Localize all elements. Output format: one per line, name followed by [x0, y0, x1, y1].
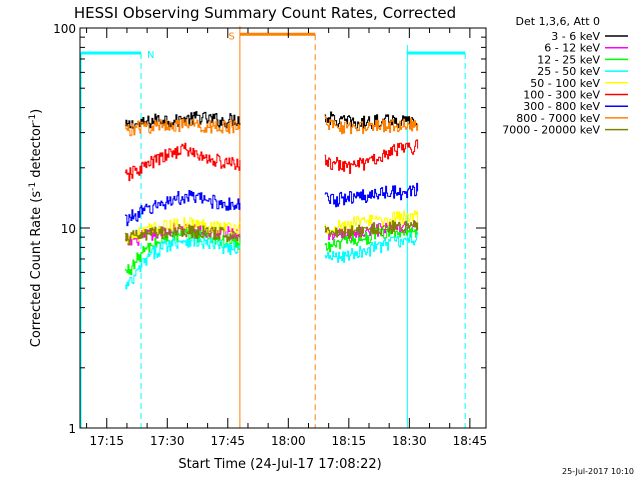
- y-axis-label-main: Corrected Count Rate (s: [29, 191, 44, 348]
- x-tick-label: 17:30: [150, 434, 185, 448]
- series-trace: [124, 142, 241, 182]
- series-trace: [324, 220, 419, 239]
- x-axis: 17:15 17:30 17:45 18:00 18:15 18:30 18:45: [86, 28, 488, 448]
- y-axis-label-end: ): [29, 109, 44, 114]
- y-tick-label: 1: [68, 422, 76, 436]
- x-tick-label: 18:00: [271, 434, 306, 448]
- series-trace: [124, 224, 241, 246]
- y-axis: 1 10 100: [53, 22, 486, 436]
- legend-entry-label: 6 - 12 keV: [544, 42, 600, 55]
- legend-entry-label: 100 - 300 keV: [523, 89, 600, 102]
- legend-entry-label: 50 - 100 keV: [530, 77, 600, 90]
- series-trace: [124, 190, 241, 227]
- y-axis-label: Corrected Count Rate (s-1 detector-1): [28, 109, 44, 347]
- chart-title: HESSI Observing Summary Count Rates, Cor…: [74, 4, 456, 22]
- x-tick-label: 17:45: [210, 434, 245, 448]
- x-tick-label: 17:15: [89, 434, 124, 448]
- legend-entry-label: 300 - 800 keV: [523, 100, 600, 113]
- y-tick-label: 10: [61, 222, 76, 236]
- series-trace: [124, 235, 241, 290]
- plot-area: NS: [80, 26, 466, 428]
- legend-entry-label: 7000 - 20000 keV: [502, 124, 600, 137]
- y-axis-label-mid: detector: [29, 122, 44, 182]
- x-tick-label: 18:30: [392, 434, 427, 448]
- x-axis-label: Start Time (24-Jul-17 17:08:22): [178, 457, 381, 472]
- series-trace: [324, 210, 419, 234]
- y-axis-label-sup1: -1: [28, 182, 38, 191]
- series-trace: [124, 118, 241, 137]
- series-trace: [324, 111, 419, 130]
- legend-entry-label: 800 - 7000 keV: [516, 112, 600, 125]
- x-tick-label: 18:45: [453, 434, 488, 448]
- annotation-label: N: [147, 50, 154, 61]
- x-tick-label: 18:15: [332, 434, 367, 448]
- timestamp: 25-Jul-2017 10:10: [562, 467, 634, 476]
- annotation-label: S: [229, 31, 235, 42]
- y-axis-label-sup2: -1: [28, 114, 38, 123]
- series-trace: [324, 115, 419, 135]
- series-trace: [324, 139, 419, 174]
- series-trace: [324, 182, 419, 208]
- legend-entry-label: 12 - 25 keV: [537, 53, 600, 66]
- series-trace: [324, 231, 419, 263]
- y-tick-label: 100: [53, 22, 76, 36]
- legend-entry-label: 3 - 6 keV: [551, 30, 600, 43]
- legend-entry-label: 25 - 50 keV: [537, 65, 600, 78]
- legend-title: Det 1,3,6, Att 0: [516, 15, 600, 28]
- series-trace: [124, 223, 241, 246]
